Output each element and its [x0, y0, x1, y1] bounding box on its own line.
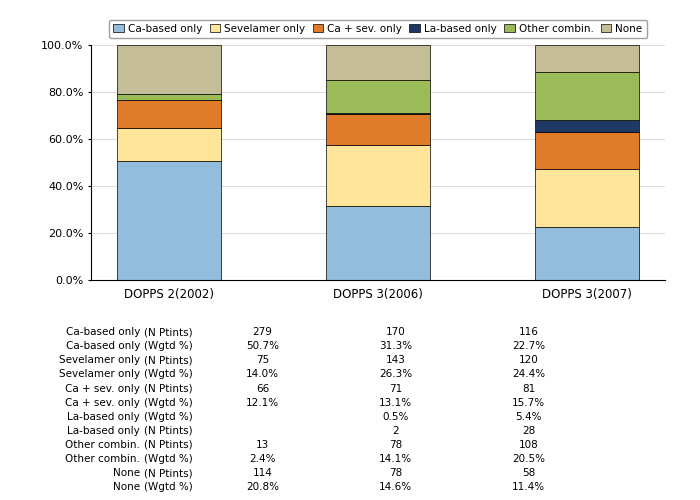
- Bar: [117, 161, 221, 280]
- Text: 5.4%: 5.4%: [515, 412, 542, 422]
- Text: 120: 120: [519, 356, 538, 366]
- Text: Other combin.: Other combin.: [65, 454, 140, 464]
- Text: 116: 116: [519, 327, 538, 337]
- Text: 114: 114: [253, 468, 272, 478]
- Bar: [535, 72, 639, 120]
- Text: 81: 81: [522, 384, 535, 394]
- Text: (Wgtd %): (Wgtd %): [144, 482, 193, 492]
- Text: (Wgtd %): (Wgtd %): [144, 412, 193, 422]
- Text: 24.4%: 24.4%: [512, 370, 545, 380]
- Text: None: None: [113, 468, 140, 478]
- Text: Ca-based only: Ca-based only: [66, 342, 140, 351]
- Text: (N Ptints): (N Ptints): [144, 440, 192, 450]
- Text: 31.3%: 31.3%: [379, 342, 412, 351]
- Text: 14.6%: 14.6%: [379, 482, 412, 492]
- Text: 20.8%: 20.8%: [246, 482, 279, 492]
- Text: 22.7%: 22.7%: [512, 342, 545, 351]
- Bar: [326, 45, 430, 80]
- Text: 279: 279: [253, 327, 272, 337]
- Text: (Wgtd %): (Wgtd %): [144, 454, 193, 464]
- Bar: [326, 114, 430, 144]
- Text: 14.1%: 14.1%: [379, 454, 412, 464]
- Text: Sevelamer only: Sevelamer only: [59, 356, 140, 366]
- Text: (N Ptints): (N Ptints): [144, 468, 192, 478]
- Text: 13: 13: [256, 440, 269, 450]
- Bar: [535, 226, 639, 280]
- Bar: [117, 100, 221, 128]
- Bar: [535, 170, 639, 226]
- Text: 2.4%: 2.4%: [249, 454, 276, 464]
- Text: (N Ptints): (N Ptints): [144, 356, 192, 366]
- Text: (Wgtd %): (Wgtd %): [144, 398, 193, 407]
- Text: 71: 71: [389, 384, 402, 394]
- Text: (Wgtd %): (Wgtd %): [144, 370, 193, 380]
- Bar: [117, 94, 221, 100]
- Text: Ca + sev. only: Ca + sev. only: [65, 398, 140, 407]
- Bar: [535, 132, 639, 170]
- Text: 2: 2: [392, 426, 399, 436]
- Text: 26.3%: 26.3%: [379, 370, 412, 380]
- Text: 170: 170: [386, 327, 405, 337]
- Text: 14.0%: 14.0%: [246, 370, 279, 380]
- Text: (N Ptints): (N Ptints): [144, 384, 192, 394]
- Text: 13.1%: 13.1%: [379, 398, 412, 407]
- Text: (Wgtd %): (Wgtd %): [144, 342, 193, 351]
- Bar: [326, 112, 430, 114]
- Bar: [326, 80, 430, 112]
- Text: 12.1%: 12.1%: [246, 398, 279, 407]
- Text: Ca + sev. only: Ca + sev. only: [65, 384, 140, 394]
- Text: 78: 78: [389, 468, 402, 478]
- Text: 20.5%: 20.5%: [512, 454, 545, 464]
- Text: La-based only: La-based only: [67, 426, 140, 436]
- Text: 108: 108: [519, 440, 538, 450]
- Bar: [326, 144, 430, 206]
- Bar: [117, 128, 221, 161]
- Text: (N Ptints): (N Ptints): [144, 327, 192, 337]
- Text: 15.7%: 15.7%: [512, 398, 545, 407]
- Text: 11.4%: 11.4%: [512, 482, 545, 492]
- Text: None: None: [113, 482, 140, 492]
- Bar: [535, 45, 639, 72]
- Text: 78: 78: [389, 440, 402, 450]
- Text: La-based only: La-based only: [67, 412, 140, 422]
- Text: Other combin.: Other combin.: [65, 440, 140, 450]
- Legend: Ca-based only, Sevelamer only, Ca + sev. only, La-based only, Other combin., Non: Ca-based only, Sevelamer only, Ca + sev.…: [109, 20, 647, 38]
- Text: 75: 75: [256, 356, 269, 366]
- Text: (N Ptints): (N Ptints): [144, 426, 192, 436]
- Text: 58: 58: [522, 468, 535, 478]
- Text: 66: 66: [256, 384, 269, 394]
- Bar: [117, 45, 221, 94]
- Bar: [326, 206, 430, 280]
- Text: Ca-based only: Ca-based only: [66, 327, 140, 337]
- Text: 28: 28: [522, 426, 535, 436]
- Text: Sevelamer only: Sevelamer only: [59, 370, 140, 380]
- Text: 50.7%: 50.7%: [246, 342, 279, 351]
- Bar: [535, 120, 639, 132]
- Text: 0.5%: 0.5%: [382, 412, 409, 422]
- Text: 143: 143: [386, 356, 405, 366]
